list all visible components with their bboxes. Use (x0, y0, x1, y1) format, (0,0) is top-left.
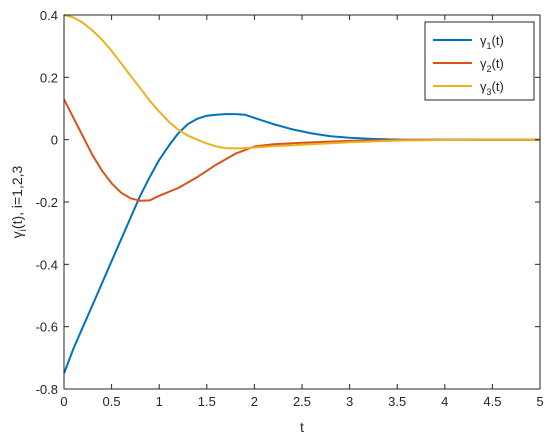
y-tick-label: -0.4 (36, 257, 58, 272)
series-line-2 (63, 98, 540, 202)
legend-label-2: γ2(t) (480, 56, 504, 74)
y-tick-label: 0.4 (40, 8, 58, 23)
x-tick-label: 4 (441, 394, 448, 409)
legend: γ1(t) γ2(t) γ3(t) (424, 21, 535, 101)
series-line-3 (63, 14, 540, 150)
x-tick-label: 0 (60, 394, 67, 409)
legend-label-1: γ1(t) (480, 33, 504, 51)
x-tick-label: 3.5 (388, 394, 406, 409)
x-tick-label: 3 (346, 394, 353, 409)
series-line-1 (63, 113, 540, 374)
x-tick-label: 5 (536, 394, 543, 409)
y-tick-label: -0.8 (36, 382, 58, 397)
x-tick-label: 4.5 (483, 394, 501, 409)
y-tick-label: -0.6 (36, 320, 58, 335)
y-axis-label-symbol: γ (9, 231, 25, 238)
y-tick-label: 0 (51, 133, 58, 148)
y-axis-label: γi(t), i=1,2,3 (9, 165, 29, 238)
y-axis-label-subscript: i (18, 229, 29, 231)
x-tick-label: 2 (251, 394, 258, 409)
x-axis-label: t (300, 419, 304, 435)
legend-label-3: γ3(t) (480, 79, 504, 97)
y-axis-label-rest: (t), i=1,2,3 (9, 165, 25, 229)
x-tick-label: 0.5 (103, 394, 121, 409)
y-tick-label: 0.2 (40, 70, 58, 85)
x-tick-label: 1.5 (198, 394, 216, 409)
x-tick-label: 2.5 (293, 394, 311, 409)
y-tick-label: -0.2 (36, 195, 58, 210)
x-tick-label: 1 (156, 394, 163, 409)
